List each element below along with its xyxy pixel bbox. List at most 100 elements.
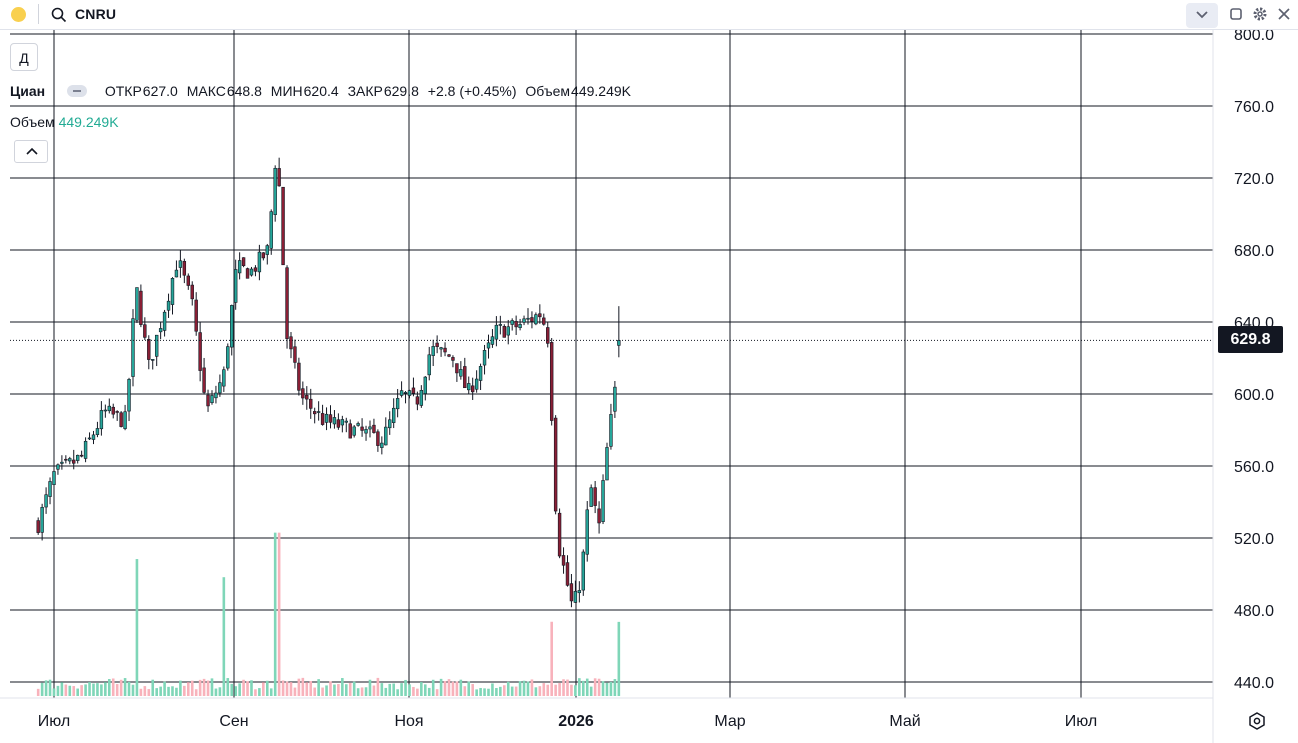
x-tick-label: 2026 (558, 713, 594, 730)
candle-body (178, 260, 183, 268)
y-tick-label: 800.0 (1234, 30, 1274, 44)
close-icon[interactable] (1276, 6, 1292, 22)
low-label: МИН (270, 83, 303, 99)
x-tick-label: Июл (38, 713, 70, 730)
y-tick-label: 760.0 (1234, 99, 1274, 116)
candle-body (557, 512, 562, 557)
candle-body (115, 411, 119, 413)
close-label: ЗАКР (347, 83, 383, 99)
volume-bar (420, 682, 423, 696)
volume-bar (277, 532, 281, 696)
candle-body (526, 317, 530, 320)
candle-body (522, 318, 526, 323)
volume-bar (273, 532, 277, 696)
x-tick-label: Ноя (394, 713, 423, 730)
candle-body (320, 413, 325, 425)
low-value: 620.4 (303, 83, 339, 99)
volume-bar (538, 686, 542, 696)
candle-body (388, 419, 392, 429)
candle-body (226, 346, 230, 369)
candle-body (336, 419, 341, 428)
candle-body (419, 390, 424, 406)
candle-body (202, 367, 206, 393)
gear-icon[interactable] (1252, 6, 1268, 22)
candle-body (36, 520, 40, 533)
volume-bar (96, 683, 99, 696)
volume-bar (123, 678, 127, 696)
volume-bar (542, 683, 546, 696)
volume-legend: Объем 449.249K (10, 114, 119, 130)
candle-body (182, 261, 187, 276)
volume-bar (392, 683, 395, 696)
volume-bar (412, 686, 415, 696)
candle-body (91, 434, 96, 440)
high-label: МАКС (186, 83, 226, 99)
candle-body (431, 346, 435, 356)
candle-body (40, 507, 44, 533)
candle-body (60, 461, 64, 464)
candle-body (613, 386, 617, 412)
volume-bar (487, 688, 490, 696)
candle-body (237, 260, 242, 274)
candle-body (64, 458, 68, 461)
y-tick-label: 520.0 (1234, 531, 1274, 548)
candle-body (257, 251, 262, 273)
candle-body (573, 591, 578, 603)
volume-bar (64, 684, 68, 696)
volume-bar (510, 686, 514, 696)
volume-bar (143, 686, 147, 696)
search-icon[interactable] (50, 6, 68, 24)
square-icon[interactable] (1228, 6, 1244, 22)
candle-body (79, 454, 84, 457)
volume-bar (309, 681, 313, 696)
volume-bar (499, 686, 502, 696)
candle-body (107, 405, 111, 412)
volume-bar (360, 687, 364, 696)
volume-bar (502, 685, 506, 696)
volume-bar (171, 686, 174, 696)
candle-body (605, 447, 609, 481)
symbol-search-input[interactable]: CNRU (75, 6, 117, 22)
volume-bar (155, 688, 158, 696)
visibility-toggle-icon[interactable] (66, 85, 87, 97)
candle-body (593, 487, 597, 506)
chart-settings-icon[interactable] (1247, 711, 1267, 731)
candle-body (380, 442, 384, 448)
candle-body (222, 369, 226, 387)
candle-body (127, 379, 131, 412)
volume-bar (52, 688, 56, 696)
candle-body (245, 268, 250, 279)
candle-body (546, 327, 550, 344)
volume-bar (92, 683, 95, 696)
volume-bar (210, 678, 214, 696)
candle-body (534, 314, 538, 325)
volume-bar (281, 680, 285, 696)
candle-body (482, 350, 487, 366)
volume-bar (131, 684, 135, 696)
collapse-toolbar-button[interactable] (1186, 3, 1218, 28)
collapse-legend-button[interactable] (14, 140, 48, 163)
candle-body (486, 342, 491, 349)
volume-bar (337, 684, 340, 696)
candle-body (514, 321, 518, 328)
volume-bar (546, 684, 550, 696)
top-toolbar: CNRU (0, 0, 1298, 30)
timeframe-button[interactable]: Д (10, 43, 38, 71)
volume-bar (613, 679, 617, 696)
volume-bar (585, 678, 589, 696)
volume-bar (423, 684, 427, 696)
volume-legend-value: 449.249K (58, 114, 119, 130)
candle-body (451, 357, 455, 361)
candle-body (147, 338, 151, 360)
y-tick-label: 600.0 (1234, 387, 1274, 404)
volume-bar (80, 685, 83, 696)
volume-bar (198, 679, 202, 696)
volume-value: 449.249K (571, 83, 631, 99)
candle-body (498, 324, 503, 326)
candle-body (301, 388, 305, 399)
candle-body (601, 480, 605, 522)
price-chart[interactable]: 800.0760.0720.0680.0640.0600.0560.0520.0… (0, 30, 1298, 743)
volume-bar (400, 683, 403, 696)
volume-bar (44, 680, 48, 696)
status-dot-icon (11, 7, 26, 22)
